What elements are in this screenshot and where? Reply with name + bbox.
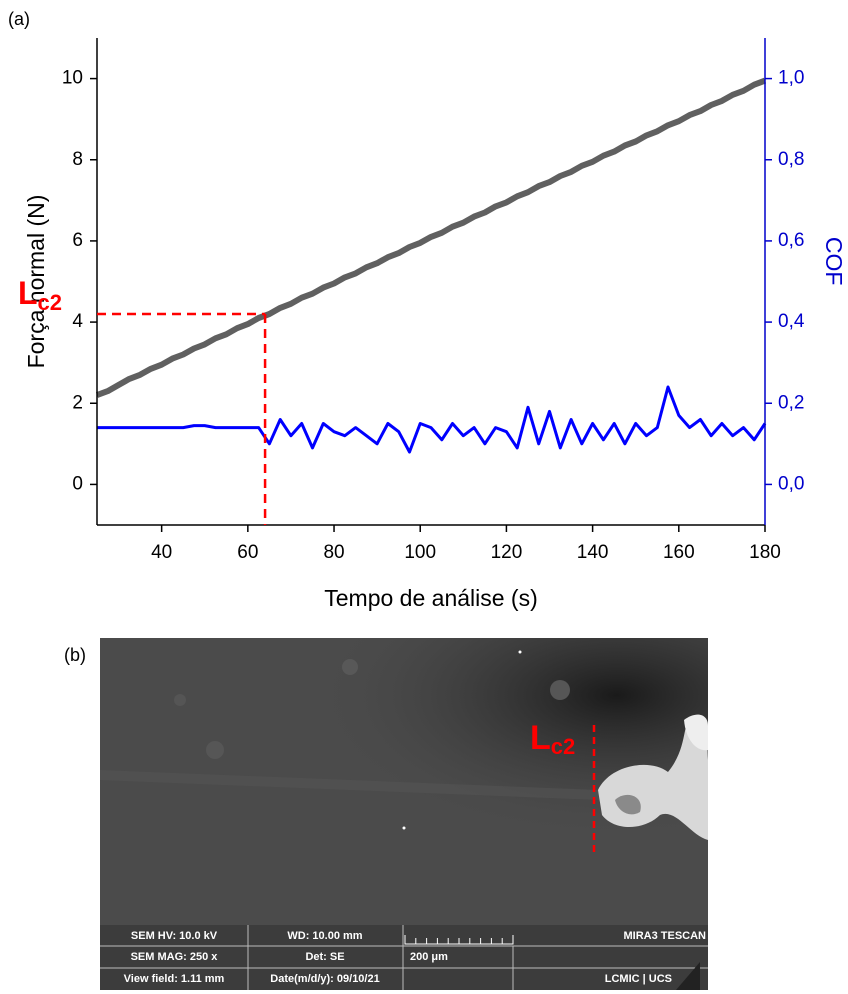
data-line — [95, 77, 767, 398]
y2-tick-label: 0,8 — [778, 149, 804, 170]
annotation-sub: c2 — [551, 734, 575, 759]
data-line — [97, 385, 767, 454]
info-text: LCMIC | UCS — [605, 973, 672, 985]
y2-axis-label: COF — [821, 237, 847, 286]
x-tick-label: 60 — [237, 542, 258, 563]
y-tick-label: 8 — [72, 149, 83, 170]
sem-image: Lc2 — [100, 638, 708, 990]
y-axis-label: Força normal (N) — [23, 195, 49, 369]
annotation-text: L — [18, 275, 38, 311]
x-tick-label: 40 — [151, 542, 172, 563]
info-text: Date(m/d/y): 09/10/21 — [270, 973, 379, 985]
panel-label: (b) — [64, 645, 86, 665]
info-text: 200 μm — [410, 951, 448, 963]
info-text: Det: SE — [305, 951, 344, 963]
y2-tick-label: 0,2 — [778, 392, 804, 413]
info-text: MIRA3 TESCAN — [623, 930, 706, 942]
info-text: SEM HV: 10.0 kV — [131, 930, 218, 942]
x-axis-label: Tempo de análise (s) — [324, 585, 538, 611]
annotation: Lc2 — [18, 275, 62, 314]
y2-tick-label: 1,0 — [778, 68, 804, 89]
x-tick-label: 100 — [404, 542, 436, 563]
info-text: SEM MAG: 250 x — [131, 951, 219, 963]
y-tick-label: 6 — [72, 230, 83, 251]
x-tick-label: 80 — [323, 542, 344, 563]
y2-tick-label: 0,6 — [778, 230, 804, 251]
y-tick-label: 0 — [72, 473, 83, 494]
y-tick-label: 2 — [72, 392, 83, 413]
info-text: WD: 10.00 mm — [287, 930, 362, 942]
y2-tick-label: 0,4 — [778, 311, 805, 332]
panel-label: (a) — [8, 9, 30, 29]
image-annotation: Lc2 — [530, 719, 575, 759]
y-tick-label: 10 — [62, 68, 83, 89]
annotation-text: L — [530, 719, 551, 757]
y-tick-label: 4 — [72, 311, 83, 332]
y2-tick-label: 0,0 — [778, 473, 804, 494]
info-text: View field: 1.11 mm — [124, 973, 225, 985]
annotation-sub: c2 — [38, 290, 62, 315]
x-tick-label: 180 — [749, 542, 781, 563]
x-tick-label: 140 — [577, 542, 609, 563]
x-tick-label: 120 — [491, 542, 523, 563]
x-tick-label: 160 — [663, 542, 695, 563]
